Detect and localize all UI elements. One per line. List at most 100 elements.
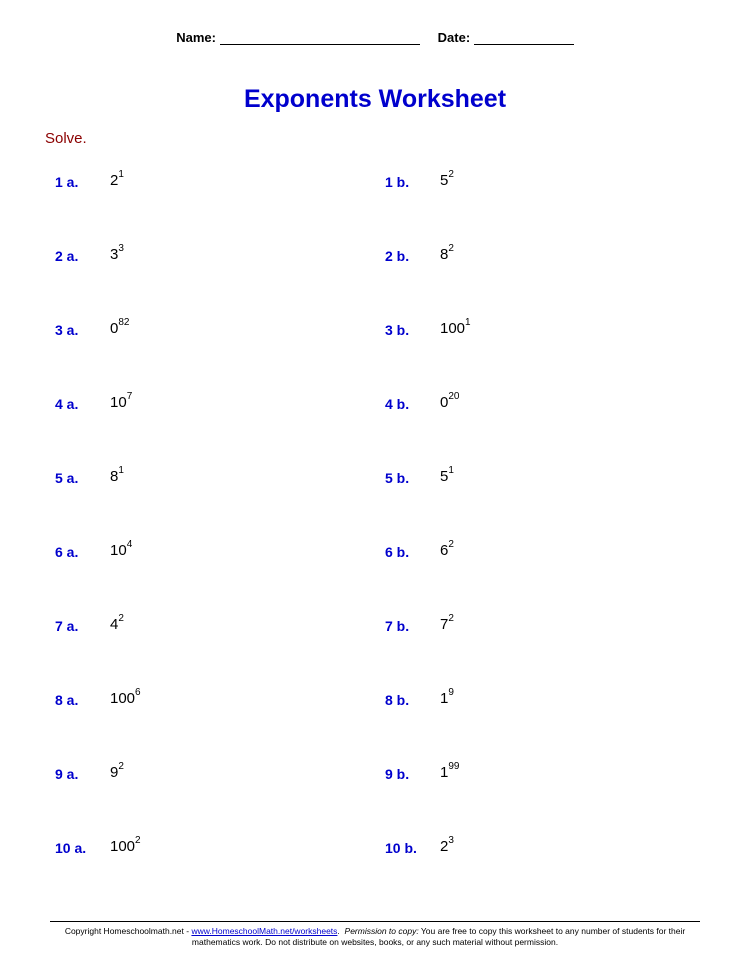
exponent: 2 (448, 243, 454, 254)
exponent: 3 (448, 835, 454, 846)
problem-row: 5 a.815 b.51 (55, 461, 695, 535)
expression: 42 (110, 615, 124, 633)
footer: Copyright Homeschoolmath.net - www.Homes… (50, 921, 700, 948)
problem-label: 9 a. (55, 763, 110, 782)
exponent: 82 (118, 317, 129, 328)
expression: 72 (440, 615, 454, 633)
footer-link[interactable]: www.HomeschoolMath.net/worksheets (191, 926, 337, 936)
base: 10 (110, 394, 127, 411)
problem-label: 10 b. (385, 837, 440, 856)
problem-label: 4 a. (55, 393, 110, 412)
problem-row: 10 a.100210 b.23 (55, 831, 695, 905)
problem-cell: 9 b.199 (385, 763, 695, 782)
exponent: 99 (448, 761, 459, 772)
problem-cell: 4 b.020 (385, 393, 695, 412)
problem-label: 3 b. (385, 319, 440, 338)
date-label: Date: (438, 30, 471, 45)
problem-cell: 2 b.82 (385, 245, 695, 264)
expression: 81 (110, 467, 124, 485)
exponent: 1 (448, 465, 454, 476)
exponent: 1 (465, 317, 471, 328)
problem-label: 1 b. (385, 171, 440, 190)
problem-cell: 6 a.104 (55, 541, 385, 560)
problem-label: 2 a. (55, 245, 110, 264)
expression: 23 (440, 837, 454, 855)
header: Name: Date: (0, 30, 750, 45)
problem-row: 6 a.1046 b.62 (55, 535, 695, 609)
expression: 104 (110, 541, 132, 559)
expression: 1006 (110, 689, 141, 707)
problem-row: 3 a.0823 b.1001 (55, 313, 695, 387)
exponent: 4 (127, 539, 133, 550)
problem-cell: 3 a.082 (55, 319, 385, 338)
name-field-line (220, 31, 420, 45)
problem-row: 8 a.10068 b.19 (55, 683, 695, 757)
problem-cell: 5 b.51 (385, 467, 695, 486)
expression: 082 (110, 319, 129, 337)
problem-label: 5 b. (385, 467, 440, 486)
problems-container: 1 a.211 b.522 a.332 b.823 a.0823 b.10014… (55, 165, 695, 905)
expression: 1001 (440, 319, 471, 337)
exponent: 6 (135, 687, 141, 698)
problem-label: 2 b. (385, 245, 440, 264)
problem-cell: 10 a.1002 (55, 837, 385, 856)
problem-cell: 6 b.62 (385, 541, 695, 560)
problem-row: 1 a.211 b.52 (55, 165, 695, 239)
problem-cell: 8 a.1006 (55, 689, 385, 708)
problem-cell: 7 a.42 (55, 615, 385, 634)
problem-label: 5 a. (55, 467, 110, 486)
problem-cell: 7 b.72 (385, 615, 695, 634)
exponent: 20 (448, 391, 459, 402)
base: 100 (110, 690, 135, 707)
exponent: 3 (118, 243, 124, 254)
exponent: 9 (448, 687, 454, 698)
problem-cell: 9 a.92 (55, 763, 385, 782)
exponent: 2 (448, 169, 454, 180)
expression: 33 (110, 245, 124, 263)
expression: 107 (110, 393, 132, 411)
problem-label: 10 a. (55, 837, 110, 856)
exponent: 2 (135, 835, 141, 846)
page-title: Exponents Worksheet (0, 85, 750, 114)
problem-row: 7 a.427 b.72 (55, 609, 695, 683)
problem-label: 7 b. (385, 615, 440, 634)
expression: 199 (440, 763, 459, 781)
expression: 82 (440, 245, 454, 263)
problem-cell: 1 a.21 (55, 171, 385, 190)
exponent: 2 (448, 613, 454, 624)
expression: 52 (440, 171, 454, 189)
exponent: 2 (448, 539, 454, 550)
exponent: 1 (118, 465, 124, 476)
problem-cell: 1 b.52 (385, 171, 695, 190)
base: 10 (110, 542, 127, 559)
exponent: 1 (118, 169, 124, 180)
problem-label: 8 b. (385, 689, 440, 708)
expression: 020 (440, 393, 459, 411)
problem-cell: 2 a.33 (55, 245, 385, 264)
expression: 1002 (110, 837, 141, 855)
problem-label: 4 b. (385, 393, 440, 412)
exponent: 7 (127, 391, 133, 402)
problem-cell: 3 b.1001 (385, 319, 695, 338)
base: 100 (110, 838, 135, 855)
problem-cell: 5 a.81 (55, 467, 385, 486)
problem-cell: 4 a.107 (55, 393, 385, 412)
expression: 21 (110, 171, 124, 189)
problem-label: 7 a. (55, 615, 110, 634)
footer-prefix: Copyright Homeschoolmath.net - (65, 926, 192, 936)
date-field-line (474, 31, 574, 45)
problem-row: 2 a.332 b.82 (55, 239, 695, 313)
problem-label: 9 b. (385, 763, 440, 782)
expression: 62 (440, 541, 454, 559)
problem-cell: 8 b.19 (385, 689, 695, 708)
exponent: 2 (118, 761, 124, 772)
problem-cell: 10 b.23 (385, 837, 695, 856)
problem-label: 1 a. (55, 171, 110, 190)
exponent: 2 (118, 613, 124, 624)
problem-label: 3 a. (55, 319, 110, 338)
problem-label: 6 b. (385, 541, 440, 560)
name-label: Name: (176, 30, 216, 45)
problem-row: 9 a.929 b.199 (55, 757, 695, 831)
base: 100 (440, 320, 465, 337)
instruction: Solve. (45, 130, 87, 147)
